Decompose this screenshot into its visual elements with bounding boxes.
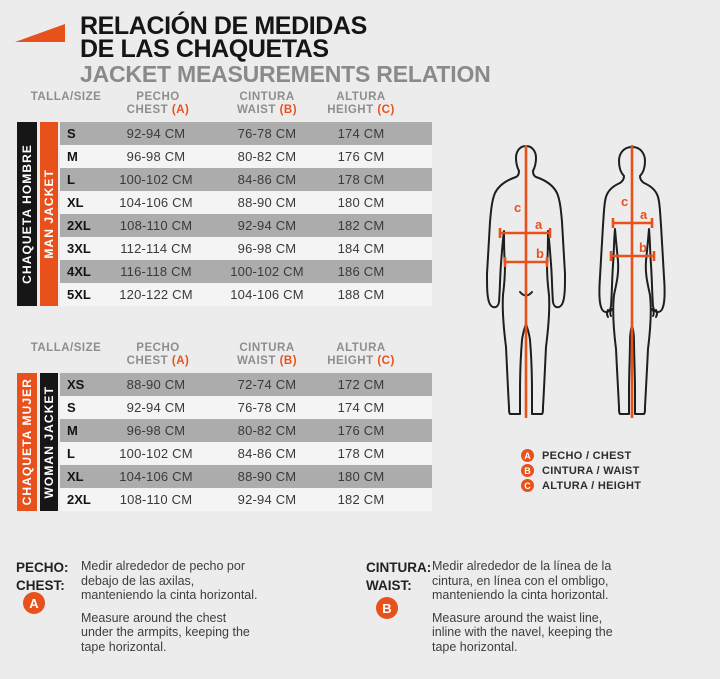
measure-label-b: b — [536, 246, 544, 261]
page-title: RELACIÓN DE MEDIDAS DE LAS CHAQUETAS — [80, 12, 367, 63]
woman-table-side-bar-en: WOMAN JACKET — [40, 373, 58, 511]
title-line-2: DE LAS CHAQUETAS — [80, 35, 329, 63]
table-row: XS 88-90 CM 72-74 CM 172 CM — [60, 373, 432, 396]
table-row: 3XL 112-114 CM 96-98 CM 184 CM — [60, 237, 432, 260]
woman-header-waist: CINTURA WAIST (B) — [236, 342, 298, 367]
waist-key-b: (B) — [279, 104, 298, 116]
badge-b-icon: B — [376, 597, 398, 619]
woman-table-side-bar-es: CHAQUETA MUJER — [17, 373, 37, 511]
height-key-c: (C) — [377, 104, 395, 116]
table-row: M 96-98 CM 80-82 CM 176 CM — [60, 145, 432, 168]
waist-note-en: Measure around the waist line, inline wi… — [432, 610, 613, 654]
chest-note-label: PECHO: CHEST: — [16, 560, 69, 593]
badge-c-icon: C — [521, 479, 534, 492]
table-row: S 92-94 CM 76-78 CM 174 CM — [60, 122, 432, 145]
table-row: 4XL 116-118 CM 100-102 CM 186 CM — [60, 260, 432, 283]
man-size-table: S 92-94 CM 76-78 CM 174 CM M 96-98 CM 80… — [60, 122, 432, 306]
table-row: 2XL 108-110 CM 92-94 CM 182 CM — [60, 214, 432, 237]
waist-note-label: CINTURA: WAIST: — [366, 560, 432, 593]
table-row: 5XL 120-122 CM 104-106 CM 188 CM — [60, 283, 432, 306]
measure-label-a: a — [640, 207, 648, 222]
measurement-legend: A PECHO / CHEST B CINTURA / WAIST C ALTU… — [521, 448, 641, 493]
woman-size-table: XS 88-90 CM 72-74 CM 172 CM S 92-94 CM 7… — [60, 373, 432, 511]
measure-label-b: b — [639, 240, 647, 255]
chest-note-es: Medir alrededor de pecho por debajo de l… — [81, 559, 258, 602]
waist-note-text: Medir alrededor de la línea de la cintur… — [432, 559, 618, 662]
chest-note-en: Measure around the chest under the armpi… — [81, 610, 250, 654]
man-table-side-bar-en: MAN JACKET — [40, 122, 58, 306]
female-figure-diagram: c a b — [598, 145, 666, 418]
man-header-height: ALTURA HEIGHT (C) — [327, 91, 395, 116]
badge-b-icon: B — [521, 464, 534, 477]
right-hand-fingers — [651, 308, 658, 318]
badge-a-icon: A — [521, 449, 534, 462]
man-table-side-bar-es: CHAQUETA HOMBRE — [17, 122, 37, 306]
man-header-size: TALLA/SIZE — [30, 91, 102, 103]
male-figure-diagram: c a b — [486, 145, 566, 418]
man-header-chest: PECHO CHEST (A) — [126, 91, 190, 116]
table-row: S 92-94 CM 76-78 CM 174 CM — [60, 396, 432, 419]
measure-label-c: c — [621, 194, 628, 209]
measure-label-c: c — [514, 200, 521, 215]
table-row: XL 104-106 CM 88-90 CM 180 CM — [60, 465, 432, 488]
woman-header-chest: PECHO CHEST (A) — [126, 342, 190, 367]
legend-item-height: C ALTURA / HEIGHT — [521, 478, 641, 493]
legend-item-chest: A PECHO / CHEST — [521, 448, 641, 463]
table-row: XL 104-106 CM 88-90 CM 180 CM — [60, 191, 432, 214]
chest-note-text: Medir alrededor de pecho por debajo de l… — [81, 559, 259, 662]
chest-key-a: (A) — [171, 104, 190, 116]
brand-triangle-icon — [15, 24, 65, 42]
badge-a-icon: A — [23, 592, 45, 614]
page-subtitle: JACKET MEASUREMENTS RELATION — [80, 61, 491, 87]
table-row: 2XL 108-110 CM 92-94 CM 182 CM — [60, 488, 432, 511]
table-row: M 96-98 CM 80-82 CM 176 CM — [60, 419, 432, 442]
woman-header-height: ALTURA HEIGHT (C) — [327, 342, 395, 367]
height-key-c: (C) — [377, 355, 395, 367]
waist-note-es: Medir alrededor de la línea de la cintur… — [432, 559, 612, 602]
measure-label-a: a — [535, 217, 543, 232]
title-line-1: RELACIÓN DE MEDIDAS — [80, 12, 367, 40]
table-row: L 100-102 CM 84-86 CM 178 CM — [60, 168, 432, 191]
man-header-waist: CINTURA WAIST (B) — [236, 91, 298, 116]
legend-item-waist: B CINTURA / WAIST — [521, 463, 641, 478]
waist-key-b: (B) — [279, 355, 298, 367]
table-row: L 100-102 CM 84-86 CM 178 CM — [60, 442, 432, 465]
chest-key-a: (A) — [171, 355, 190, 367]
left-hand-fingers — [606, 308, 613, 318]
woman-header-size: TALLA/SIZE — [30, 342, 102, 354]
